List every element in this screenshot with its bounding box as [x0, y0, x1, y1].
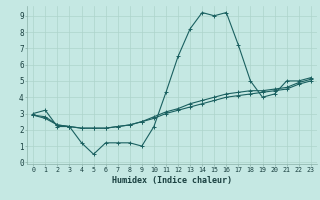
X-axis label: Humidex (Indice chaleur): Humidex (Indice chaleur)	[112, 176, 232, 185]
